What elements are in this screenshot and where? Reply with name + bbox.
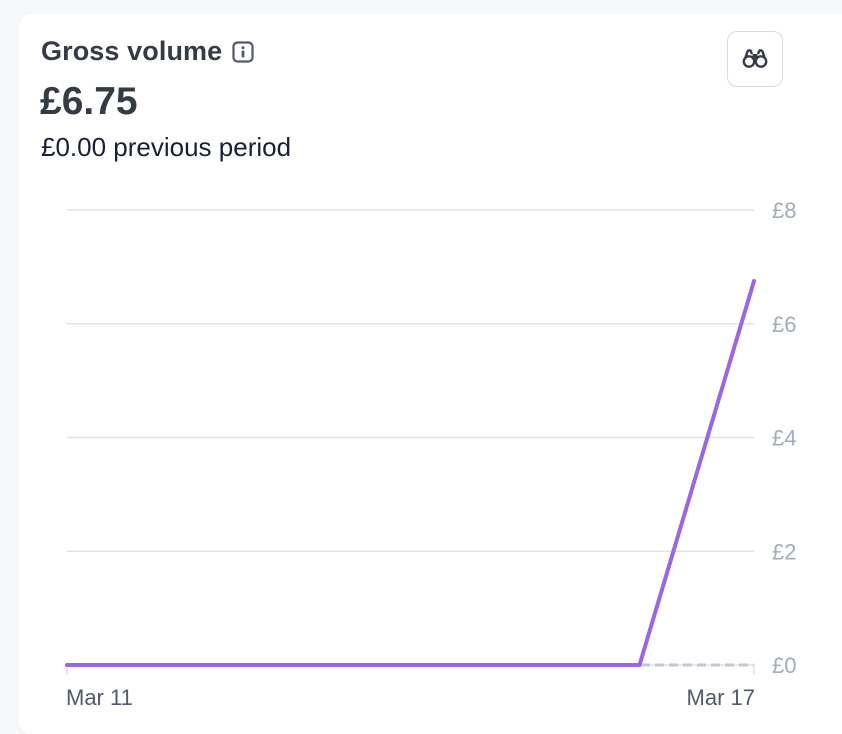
y-tick-label: £4 [772, 426, 796, 451]
explore-button[interactable] [727, 31, 783, 87]
y-tick-label: £8 [772, 198, 796, 223]
gross-volume-amount: £6.75 [40, 80, 138, 123]
card-header: Gross volume [41, 36, 254, 67]
y-tick-label: £6 [772, 312, 796, 337]
current-period-line [65, 279, 756, 667]
gross-volume-card [18, 14, 842, 734]
previous-period-amount: £0.00 previous period [41, 132, 292, 162]
y-tick-label: £0 [772, 653, 796, 678]
y-tick-label: £2 [772, 539, 796, 564]
info-icon[interactable] [232, 40, 254, 63]
binoculars-icon [742, 49, 768, 68]
x-tick-label: Mar 17 [687, 685, 755, 710]
card-title: Gross volume [41, 36, 223, 66]
x-tick-label: Mar 11 [66, 685, 133, 710]
